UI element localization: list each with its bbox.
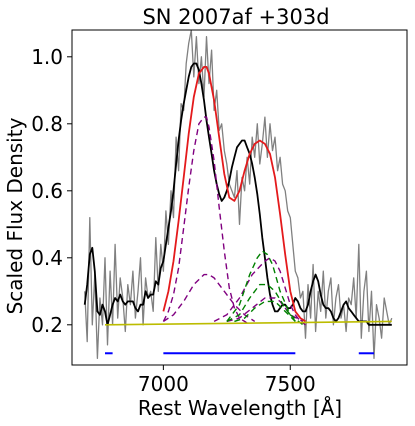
series-line-component_a-5 bbox=[213, 257, 306, 326]
y-tick-label-2: 0.6 bbox=[31, 179, 63, 203]
plot-area bbox=[83, 30, 393, 359]
y-axis-label: Scaled Flux Density bbox=[3, 117, 27, 314]
x-axis: 7000 7500 bbox=[138, 365, 316, 396]
y-tick-label-3: 0.8 bbox=[31, 112, 63, 136]
series-line-component_b-9 bbox=[234, 300, 296, 323]
plot-frame bbox=[71, 29, 408, 366]
series-line-fit-2 bbox=[162, 66, 306, 323]
y-axis: 0.2 0.4 0.6 0.8 1.0 bbox=[31, 45, 72, 337]
x-tick-label-0: 7000 bbox=[138, 372, 189, 396]
x-axis-label: Rest Wavelength [Å] bbox=[138, 396, 342, 420]
series-line-component_a-3 bbox=[162, 116, 251, 326]
y-tick-label-1: 0.4 bbox=[31, 246, 63, 270]
y-tick-label-4: 1.0 bbox=[31, 45, 63, 69]
series-line-component_a-4 bbox=[163, 273, 256, 322]
y-tick-label-0: 0.2 bbox=[31, 313, 63, 337]
series-line-continuum-10 bbox=[104, 320, 392, 326]
x-tick-label-1: 7500 bbox=[265, 372, 316, 396]
chart-title: SN 2007af +303d bbox=[142, 5, 329, 29]
series-line-component_b-7 bbox=[226, 250, 304, 326]
series-line-component_b-8 bbox=[226, 283, 296, 323]
series-line-smoothed-1 bbox=[83, 62, 392, 326]
